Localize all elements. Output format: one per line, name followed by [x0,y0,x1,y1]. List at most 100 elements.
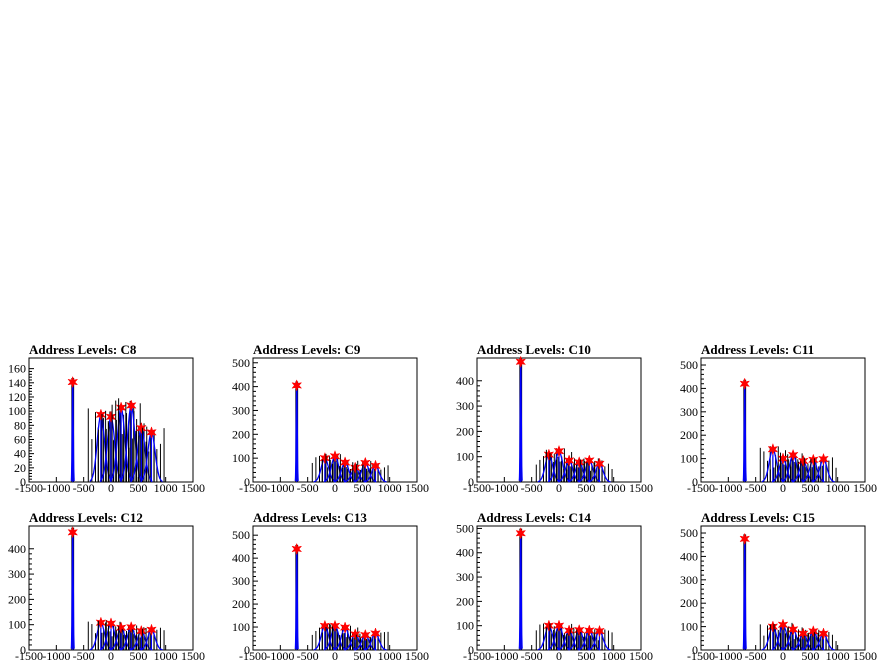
y-tick-label: 500 [680,526,698,540]
peak-marker [135,624,147,638]
x-tick-label: -500 [745,649,767,663]
y-tick-label: 500 [232,528,250,542]
y-tick-label: 0 [468,475,474,489]
panel-title: Address Levels: C9 [253,342,361,357]
peak-marker [807,625,819,638]
x-tick-label: 1000 [602,481,626,495]
x-tick-label: 500 [129,649,147,663]
x-tick-label: 1000 [378,649,402,663]
y-tick-label: 400 [456,374,474,388]
peak-marker [573,456,585,469]
y-tick-label: 160 [8,362,26,376]
x-tick-label: 0 [108,649,114,663]
peak-marker [515,355,527,369]
peak-marker [787,448,799,462]
y-tick-label: 500 [680,358,698,372]
y-tick-label: 0 [244,475,250,489]
x-tick-label: 1500 [181,481,205,495]
y-tick-label: 200 [232,597,250,611]
y-tick-label: 200 [456,424,474,438]
x-tick-label: -1000 [266,481,294,495]
x-tick-label: -1500 [463,481,491,495]
x-tick-label: -1500 [239,649,267,663]
y-tick-label: 100 [8,404,26,418]
peak-marker [125,399,137,412]
y-tick-label: 400 [232,380,250,394]
x-tick-label: 0 [332,481,338,495]
x-tick-label: 1500 [629,481,653,495]
y-tick-label: 0 [244,643,250,657]
x-tick-label: -1000 [266,649,294,663]
x-tick-label: 0 [556,481,562,495]
peak-marker [291,542,303,556]
x-tick-label: 500 [577,481,595,495]
x-tick-label: -500 [73,649,95,663]
y-tick-label: 80 [14,418,26,432]
peak-marker [543,619,555,632]
x-tick-label: 500 [129,481,147,495]
peak-marker [319,451,331,465]
peak-marker [67,375,79,389]
y-tick-label: 400 [680,549,698,563]
x-tick-label: 1000 [378,481,402,495]
histogram-panel: Address Levels: C8020406080100120140160-… [8,342,205,495]
peak-marker [370,627,381,640]
x-tick-label: 1500 [181,649,205,663]
peak-marker [543,448,555,461]
histogram-panel: Address Levels: C10 0 100 200 300 400 -1500 -10… [456,342,653,495]
peak-marker [797,627,809,640]
peak-marker [115,401,127,414]
histogram-panel: Address Levels: C15 0 100 200 300 400 500 -1500… [680,510,877,663]
x-tick-label: -500 [297,481,319,495]
x-tick-label: 1500 [405,481,429,495]
x-tick-label: 1500 [405,649,429,663]
x-tick-label: -1000 [42,649,70,663]
y-tick-label: 200 [8,592,26,606]
x-tick-label: 1500 [853,481,877,495]
peak-marker [573,623,585,637]
x-tick-label: 0 [780,649,786,663]
peak-marker [515,527,527,540]
y-tick-label: 100 [8,618,26,632]
y-tick-label: 200 [680,428,698,442]
y-tick-label: 400 [680,381,698,395]
y-tick-label: 40 [14,447,26,461]
y-tick-label: 400 [232,551,250,565]
peak-marker [125,620,137,634]
x-tick-label: -500 [521,481,543,495]
y-tick-label: 140 [8,376,26,390]
x-tick-label: 500 [353,481,371,495]
peak-marker [329,449,341,463]
peak-marker [807,453,819,467]
panel-title: Address Levels: C10 [477,342,591,357]
peak-marker [95,408,107,421]
y-tick-label: 120 [8,390,26,404]
peak-marker [777,618,789,631]
peak-marker [105,617,117,630]
x-tick-label: 0 [332,649,338,663]
histogram-panel: Address Levels: C12 0 100 200 300 400 -1500 -10… [8,510,205,663]
panel-title: Address Levels: C11 [701,342,814,357]
y-tick-label: 100 [456,450,474,464]
peak-marker [767,620,779,633]
y-tick-label: 200 [680,596,698,610]
peak-marker [777,452,789,465]
x-tick-label: -500 [297,649,319,663]
y-tick-label: 100 [680,452,698,466]
peak-marker [563,624,575,637]
y-tick-label: 0 [692,643,698,657]
x-tick-label: 1500 [853,649,877,663]
panel-title: Address Levels: C15 [701,510,815,525]
x-tick-label: -500 [73,481,95,495]
peak-marker [105,410,117,424]
peak-marker [787,623,799,636]
x-tick-label: 500 [353,649,371,663]
peak-marker [135,421,147,435]
y-tick-label: 400 [8,542,26,556]
x-tick-label: 1000 [826,649,850,663]
y-tick-label: 200 [456,594,474,608]
x-tick-label: 0 [780,481,786,495]
x-tick-label: 1000 [826,481,850,495]
y-tick-label: 400 [456,546,474,560]
